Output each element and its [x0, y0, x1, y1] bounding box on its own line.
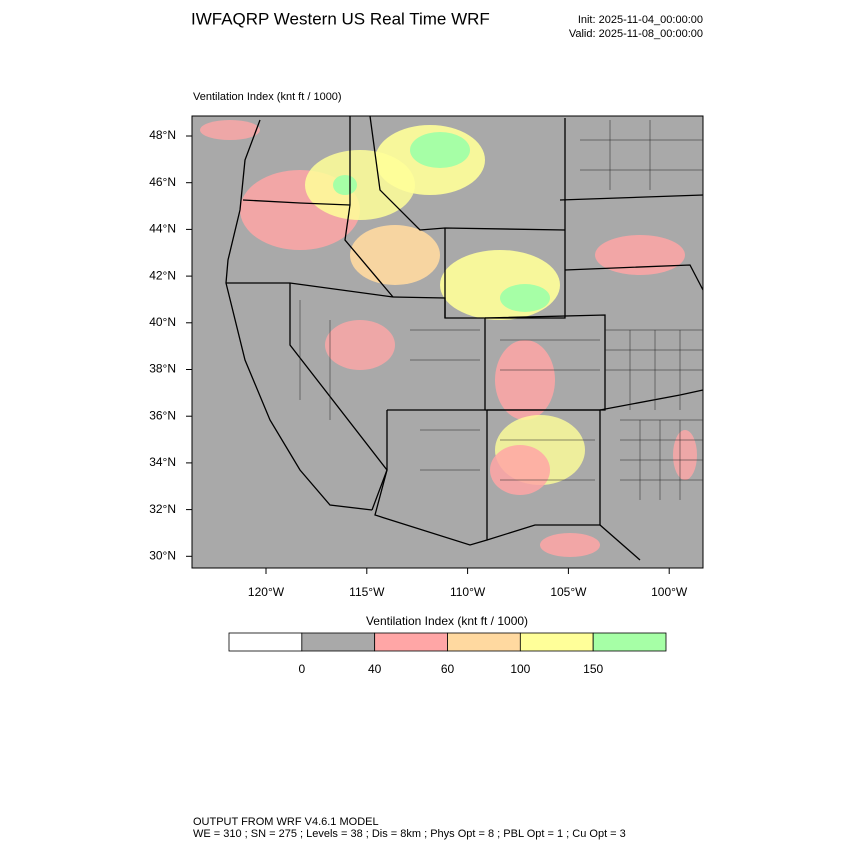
- county-grid: [299, 120, 703, 500]
- colorbar-label: 150: [583, 662, 603, 676]
- colorbar: 0 40 60 100 150: [228, 632, 667, 676]
- init-time: Init: 2025-11-04_00:00:00: [578, 14, 703, 26]
- colorbar-box: [519, 632, 594, 652]
- state-borders: [225, 115, 704, 561]
- lon-label: 110°W: [450, 585, 486, 599]
- colorbar-label: 100: [510, 662, 530, 676]
- lat-label: 46°N: [149, 175, 176, 189]
- colorbar-box: [447, 632, 521, 652]
- lon-labels: 120°W 115°W 110°W 105°W 100°W: [248, 568, 688, 599]
- lon-label: 120°W: [248, 585, 285, 599]
- lat-label: 32°N: [149, 502, 176, 516]
- colorbar-label: 40: [368, 662, 382, 676]
- lat-label: 48°N: [149, 128, 176, 142]
- colorbar-box: [592, 632, 667, 652]
- colorbar-label: 60: [441, 662, 455, 676]
- lat-label: 44°N: [149, 222, 176, 236]
- index-fields: [200, 120, 697, 557]
- colorbar-title: Ventilation Index (knt ft / 1000): [366, 614, 528, 628]
- map: [191, 115, 704, 569]
- lon-label: 100°W: [651, 585, 688, 599]
- lat-label: 34°N: [149, 455, 176, 469]
- valid-time: Valid: 2025-11-08_00:00:00: [569, 28, 703, 40]
- lat-labels: 48°N 46°N 44°N 42°N 40°N 38°N 36°N 34°N 32°N 30°N: [149, 128, 192, 562]
- lat-label: 40°N: [149, 315, 176, 329]
- lon-label: 105°W: [550, 585, 587, 599]
- colorbar-box: [301, 632, 376, 652]
- colorbar-box: [228, 632, 303, 652]
- lat-label: 36°N: [149, 408, 176, 422]
- lon-label: 115°W: [349, 585, 385, 599]
- lat-label: 42°N: [149, 268, 176, 282]
- footer-line: OUTPUT FROM WRF V4.6.1 MODEL: [193, 816, 379, 828]
- lat-label: 38°N: [149, 362, 176, 376]
- colorbar-label: 0: [298, 662, 305, 676]
- lat-label: 30°N: [149, 548, 176, 562]
- footer-line: WE = 310 ; SN = 275 ; Levels = 38 ; Dis …: [193, 828, 626, 840]
- title: IWFAQRP Western US Real Time WRF: [191, 9, 490, 28]
- colorbar-box: [374, 632, 448, 652]
- map-label: Ventilation Index (knt ft / 1000): [193, 91, 342, 103]
